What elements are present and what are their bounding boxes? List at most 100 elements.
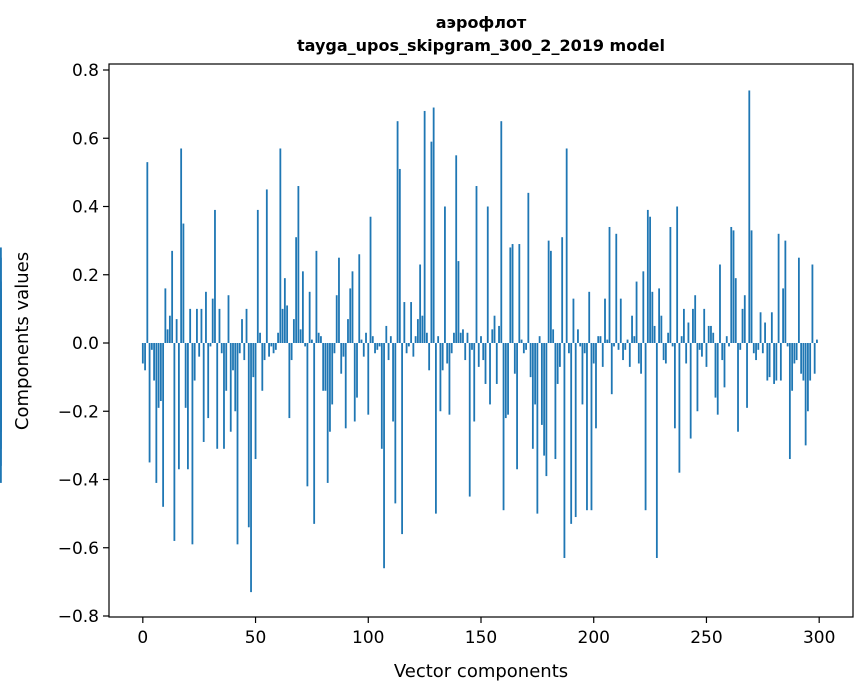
bar-273 bbox=[757, 343, 760, 350]
bar-59 bbox=[274, 343, 277, 350]
bar-104 bbox=[376, 343, 379, 350]
bar-188 bbox=[565, 148, 568, 343]
y-tick-label: 0.4 bbox=[72, 198, 99, 218]
bar-17 bbox=[180, 148, 183, 343]
bar-210 bbox=[615, 233, 618, 343]
bar-250 bbox=[705, 343, 708, 367]
bar-10 bbox=[164, 288, 167, 343]
bar-47 bbox=[247, 343, 250, 528]
y-tick-label: −0.2 bbox=[58, 402, 99, 422]
bar-110 bbox=[389, 336, 392, 343]
bar-293 bbox=[802, 343, 805, 381]
bar-222 bbox=[642, 271, 645, 343]
bar-206 bbox=[606, 339, 609, 343]
bar-153 bbox=[486, 206, 489, 343]
bar-189 bbox=[568, 343, 570, 354]
bar-128 bbox=[430, 141, 433, 343]
bar-151 bbox=[482, 343, 485, 361]
bar-87 bbox=[338, 257, 340, 343]
bar-197 bbox=[586, 343, 588, 511]
bar-172 bbox=[529, 343, 532, 378]
bar-130 bbox=[435, 343, 437, 514]
bar-289 bbox=[793, 343, 796, 364]
bar-108 bbox=[385, 325, 388, 343]
bar-15 bbox=[175, 319, 178, 343]
bar-171 bbox=[527, 192, 530, 343]
bar-71 bbox=[301, 271, 304, 343]
bar-79 bbox=[320, 336, 322, 343]
bar-129 bbox=[432, 107, 435, 343]
bar-292 bbox=[800, 343, 803, 374]
bar-4 bbox=[150, 343, 153, 350]
bar-220 bbox=[637, 343, 640, 364]
bar-26 bbox=[200, 308, 203, 343]
bar-85 bbox=[333, 343, 336, 354]
bar-46 bbox=[245, 308, 248, 343]
bar-150 bbox=[480, 336, 482, 343]
bar-208 bbox=[610, 343, 613, 395]
bar-89 bbox=[342, 343, 345, 357]
y-tick-label: 0.0 bbox=[72, 334, 99, 354]
bar-268 bbox=[746, 343, 748, 408]
bar-229 bbox=[658, 288, 661, 343]
bar-36 bbox=[223, 343, 225, 449]
bar-215 bbox=[626, 339, 629, 343]
bar-43 bbox=[238, 343, 241, 354]
bar-72 bbox=[304, 343, 307, 347]
bar-254 bbox=[714, 343, 717, 398]
bar-99 bbox=[365, 332, 367, 343]
bar-35 bbox=[220, 343, 223, 354]
bar-258 bbox=[723, 343, 726, 388]
bar-93 bbox=[351, 271, 354, 343]
bar-249 bbox=[703, 308, 706, 343]
bar-286 bbox=[786, 343, 789, 347]
bar-49 bbox=[252, 343, 255, 378]
bar-42 bbox=[236, 343, 239, 545]
bar-170 bbox=[525, 343, 527, 350]
bar-117 bbox=[405, 343, 408, 354]
bar-166 bbox=[516, 343, 518, 470]
x-tick-label: 0 bbox=[137, 628, 148, 648]
bar-24 bbox=[196, 308, 198, 343]
bar-185 bbox=[559, 343, 561, 367]
bar-280 bbox=[773, 343, 775, 384]
bar-52 bbox=[259, 332, 261, 343]
bar-181 bbox=[549, 250, 552, 343]
bar-178 bbox=[543, 343, 546, 456]
bar-88 bbox=[340, 343, 343, 374]
bar-263 bbox=[734, 278, 737, 343]
bar-223 bbox=[644, 343, 647, 511]
bar-77 bbox=[315, 250, 318, 343]
bar-126 bbox=[425, 332, 428, 343]
bar-269 bbox=[748, 90, 751, 343]
bar-60 bbox=[277, 332, 279, 343]
bar-248 bbox=[701, 343, 703, 357]
bar-299 bbox=[816, 339, 818, 343]
chart-title: аэрофлот bbox=[436, 13, 527, 32]
bar-196 bbox=[583, 343, 586, 354]
bar-66 bbox=[290, 343, 293, 361]
bar-122 bbox=[416, 319, 419, 343]
chart-subtitle: tayga_upos_skipgram_300_2_2019 model bbox=[297, 36, 665, 55]
bar-18 bbox=[182, 223, 185, 343]
bar-100 bbox=[367, 343, 370, 415]
bar-278 bbox=[768, 343, 771, 378]
bar-44 bbox=[241, 319, 243, 343]
bar-111 bbox=[392, 343, 394, 422]
bar-275 bbox=[761, 343, 764, 354]
bar-295 bbox=[807, 343, 809, 412]
bar-179 bbox=[545, 343, 548, 477]
bar-213 bbox=[622, 343, 624, 361]
bar-50 bbox=[254, 343, 257, 460]
bar-297 bbox=[811, 264, 814, 343]
bar-217 bbox=[631, 315, 633, 343]
bar-74 bbox=[308, 291, 311, 343]
bar-175 bbox=[536, 343, 539, 514]
bar-167 bbox=[518, 244, 521, 343]
bar-228 bbox=[655, 343, 658, 558]
bar-21 bbox=[189, 308, 192, 343]
bar-156 bbox=[493, 315, 496, 343]
bar-161 bbox=[504, 343, 507, 419]
bar-207 bbox=[608, 226, 611, 343]
bar-138 bbox=[453, 332, 455, 343]
